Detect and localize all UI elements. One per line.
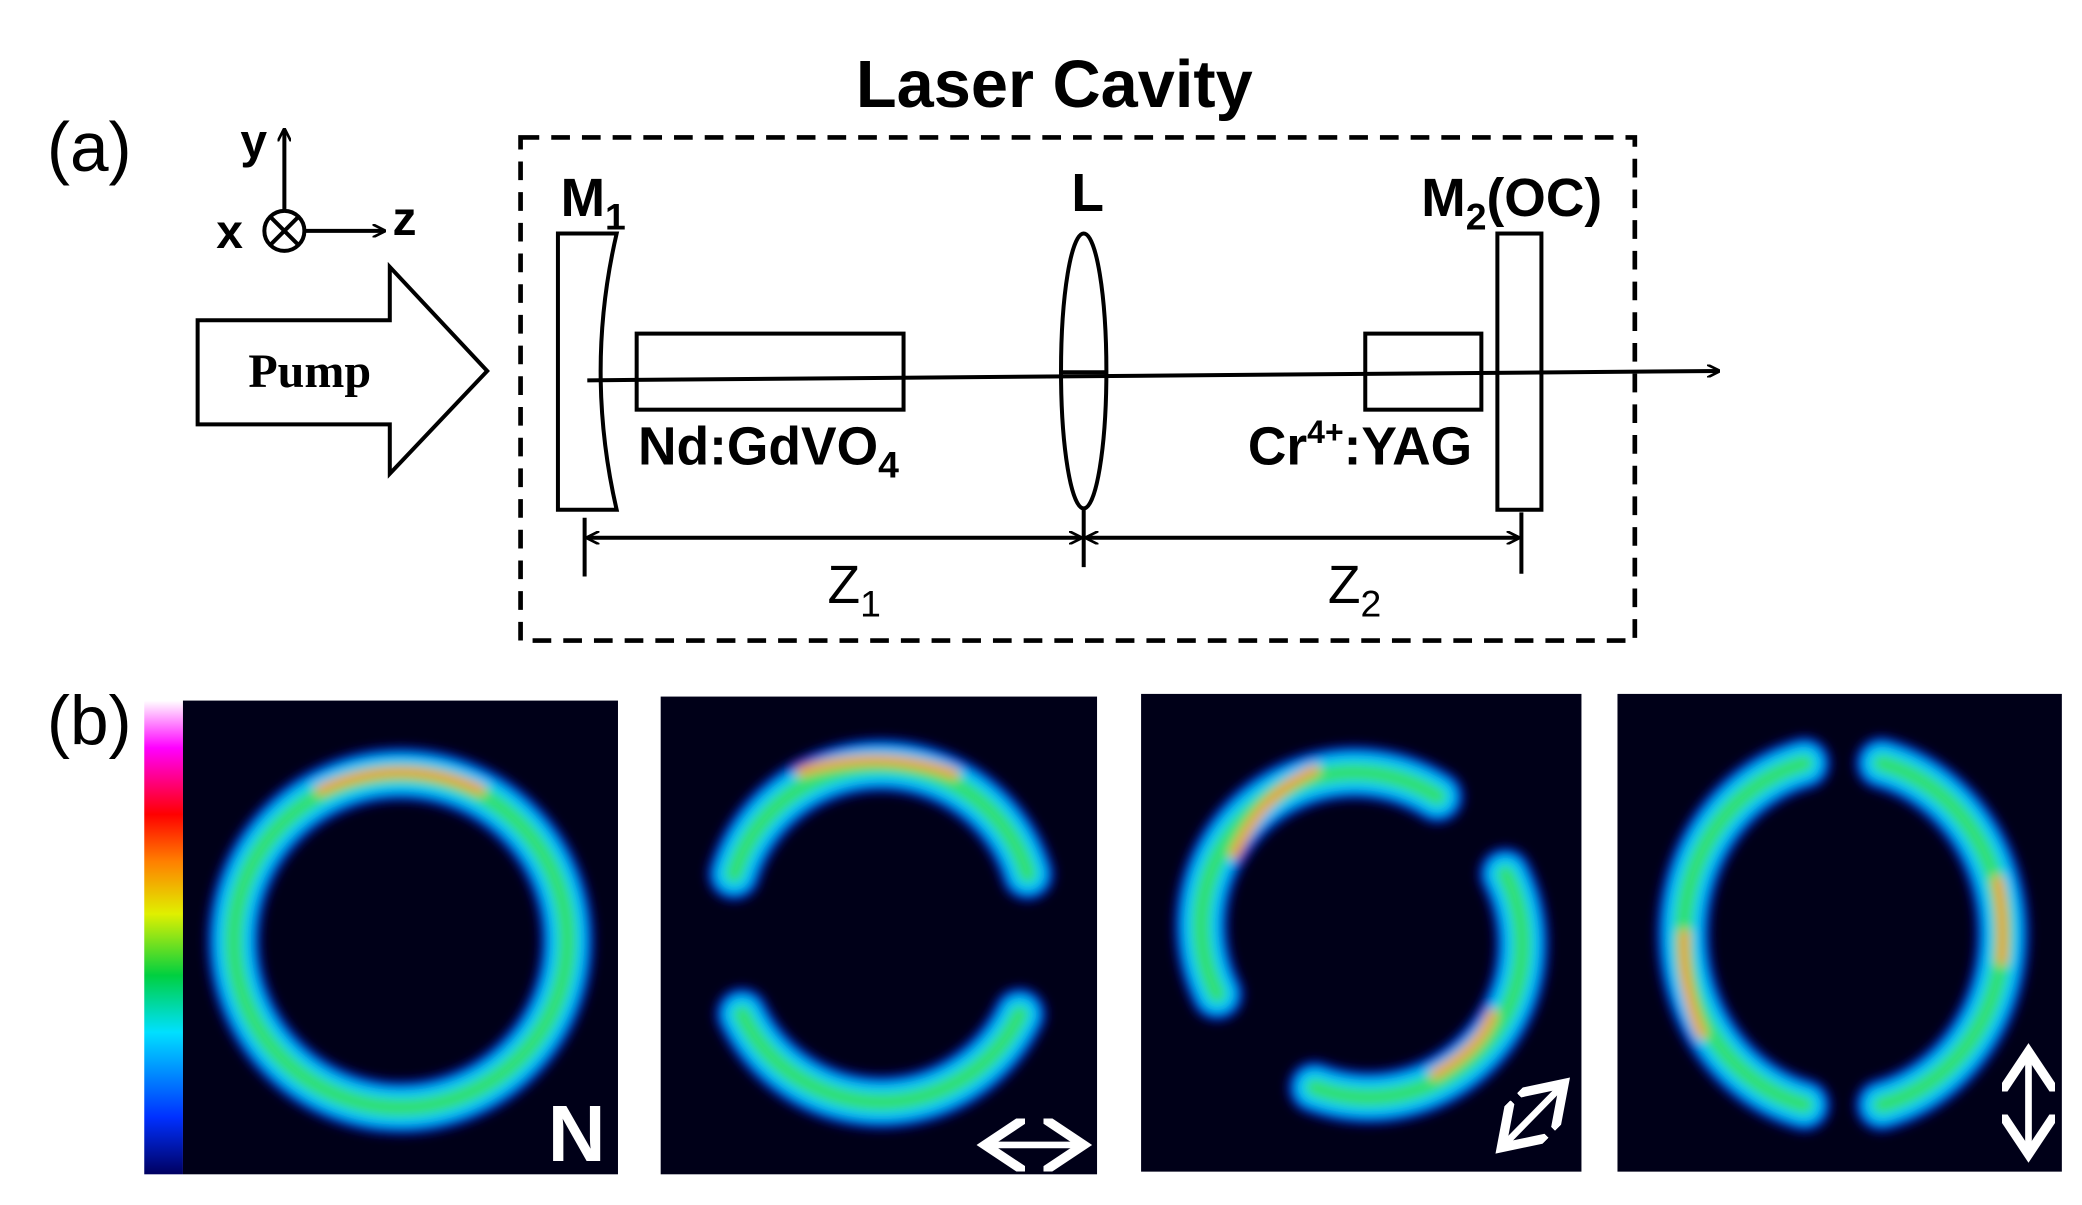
- mirror-2-text: M: [1421, 169, 1465, 228]
- cavity-title: Laser Cavity: [856, 48, 1253, 122]
- mirror-1-text: M: [561, 169, 605, 228]
- gain-crystal: [634, 331, 906, 412]
- gain-crystal-text: Nd:GdVO: [638, 417, 878, 476]
- mirror-2-suffix: (OC): [1487, 169, 1603, 228]
- colorbar: [144, 700, 183, 1175]
- beam-line: [587, 371, 1719, 383]
- distance-1-label: Z1: [827, 556, 880, 624]
- z-axis-label: z: [392, 193, 416, 246]
- mirror-1: [555, 231, 620, 512]
- distance-1-text: Z: [827, 556, 860, 615]
- absorber-text: Cr: [1248, 417, 1307, 476]
- beam-profiles: [234, 760, 2003, 1108]
- profile-peak: [315, 754, 2008, 1080]
- polarization-arrow: [1501, 1084, 1564, 1148]
- hot-spot: [1429, 1008, 1498, 1080]
- hot-spot: [1992, 875, 2008, 967]
- saturable-absorber: [1363, 331, 1484, 412]
- panel-label: (a): [47, 108, 132, 186]
- distance-2-sub: 2: [1361, 583, 1382, 625]
- hot-spot: [1678, 928, 1707, 1040]
- polarization-marker: N: [548, 1089, 606, 1178]
- hot-spot: [315, 766, 486, 796]
- axes-icon: [262, 129, 384, 253]
- pump-arrow: [195, 261, 490, 479]
- absorber-suffix: :YAG: [1344, 417, 1473, 476]
- mirror-1-label: M1: [561, 169, 626, 237]
- pump-label: Pump: [248, 345, 371, 398]
- distance-2-label: Z2: [1328, 556, 1381, 624]
- absorber-label: Cr4+:YAG: [1248, 414, 1472, 476]
- distance-2-text: Z: [1328, 556, 1361, 615]
- hot-spot: [1229, 764, 1320, 860]
- lens-label: L: [1071, 164, 1104, 223]
- x-axis-label: x: [216, 206, 243, 259]
- dimension-lines: [582, 509, 1524, 577]
- x-axis-cross: [268, 214, 301, 247]
- gain-crystal-label: Nd:GdVO4: [638, 417, 899, 485]
- hot-spot: [795, 754, 960, 780]
- distance-1-sub: 1: [860, 583, 881, 625]
- mirror-1-sub: 1: [605, 196, 626, 238]
- panel-label: (b): [47, 682, 132, 760]
- gain-crystal-sub: 4: [878, 444, 899, 486]
- mirror-2-sub: 2: [1466, 196, 1487, 238]
- mirror-2-label: M2(OC): [1421, 169, 1602, 237]
- cavity-box: [518, 135, 1638, 643]
- absorber-sup: 4+: [1307, 414, 1344, 450]
- y-axis-label: y: [240, 115, 267, 168]
- mirror-2: [1495, 231, 1544, 512]
